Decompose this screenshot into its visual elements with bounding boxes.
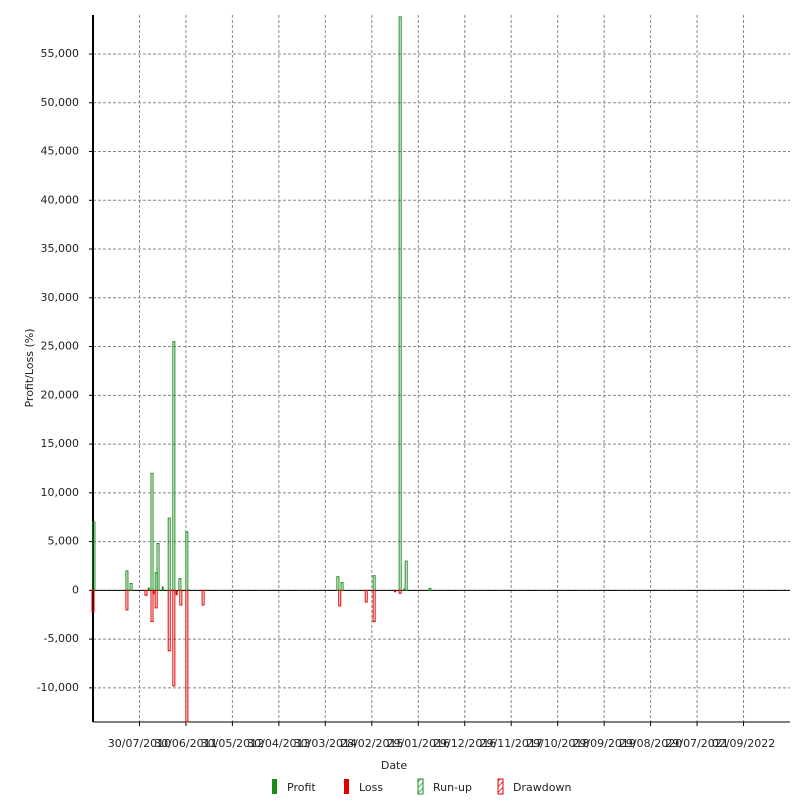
x-tick-label: 02/09/2022: [712, 737, 775, 750]
bar: [129, 583, 133, 591]
bar: [428, 587, 432, 591]
bar: [150, 589, 154, 623]
x-tick-label: 28/02/2015: [340, 737, 403, 750]
y-tick-label: 0: [72, 583, 79, 596]
bar: [178, 578, 182, 591]
x-axis-label: Date: [381, 759, 408, 772]
bar: [147, 587, 150, 591]
bar: [372, 589, 376, 623]
y-tick-label: 35,000: [41, 242, 80, 255]
legend-label: Loss: [359, 781, 383, 794]
legend-swatch: [417, 778, 424, 795]
bar: [125, 589, 129, 611]
x-tick-label: 30/05/2012: [201, 737, 264, 750]
legend-swatch: [344, 779, 349, 794]
x-tick-label: 29/07/2021: [665, 737, 728, 750]
bar: [172, 589, 176, 687]
bar: [144, 589, 148, 596]
y-tick-label: 55,000: [41, 47, 80, 60]
bar: [185, 531, 189, 591]
y-tick-label: -5,000: [44, 632, 79, 645]
x-tick-label: 29/01/2016: [387, 737, 450, 750]
y-tick-label: 50,000: [41, 96, 80, 109]
legend-label: Run-up: [433, 781, 472, 794]
bar: [185, 589, 189, 723]
bar: [161, 586, 164, 591]
bar: [398, 589, 402, 594]
x-tick-label: 30/03/2014: [294, 737, 357, 750]
bar: [364, 589, 368, 603]
y-tick-label: 15,000: [41, 437, 80, 450]
y-tick-label: -10,000: [37, 681, 79, 694]
y-tick-label: 5,000: [48, 535, 80, 548]
bar: [125, 570, 129, 591]
bar: [172, 341, 176, 591]
legend-label: Profit: [287, 781, 316, 794]
y-axis-label: Profit/Loss (%): [23, 328, 36, 407]
x-tick-label: 29/08/2020: [619, 737, 682, 750]
bar: [404, 560, 408, 591]
legend-label: Drawdown: [513, 781, 571, 794]
bar: [394, 590, 397, 593]
bar: [338, 589, 342, 607]
bar: [340, 582, 344, 591]
y-tick-label: 45,000: [41, 145, 80, 158]
bar: [372, 575, 376, 591]
y-tick-label: 20,000: [41, 388, 80, 401]
y-tick-label: 25,000: [41, 340, 80, 353]
x-tick-label: 30/07/2010: [108, 737, 171, 750]
y-tick-label: 30,000: [41, 291, 80, 304]
x-tick-label: 29/12/2016: [433, 737, 496, 750]
bar: [156, 543, 160, 591]
x-tick-label: 29/10/2018: [526, 737, 589, 750]
bar: [175, 590, 178, 596]
y-tick-label: 40,000: [41, 193, 80, 206]
x-tick-label: 29/09/2019: [572, 737, 635, 750]
bar: [336, 576, 340, 591]
bar: [150, 472, 154, 591]
bar: [179, 589, 183, 606]
x-tick-label: 30/04/2013: [247, 737, 310, 750]
bar: [154, 589, 158, 609]
bar: [167, 589, 171, 652]
bar: [403, 588, 406, 591]
x-tick-label: 30/06/2011: [154, 737, 217, 750]
bar: [91, 589, 95, 613]
x-tick-label: 29/11/2017: [479, 737, 542, 750]
y-tick-label: 10,000: [41, 486, 80, 499]
legend-swatch: [272, 779, 277, 794]
bar: [201, 589, 205, 606]
legend-swatch: [497, 778, 504, 795]
bar: [167, 517, 171, 591]
